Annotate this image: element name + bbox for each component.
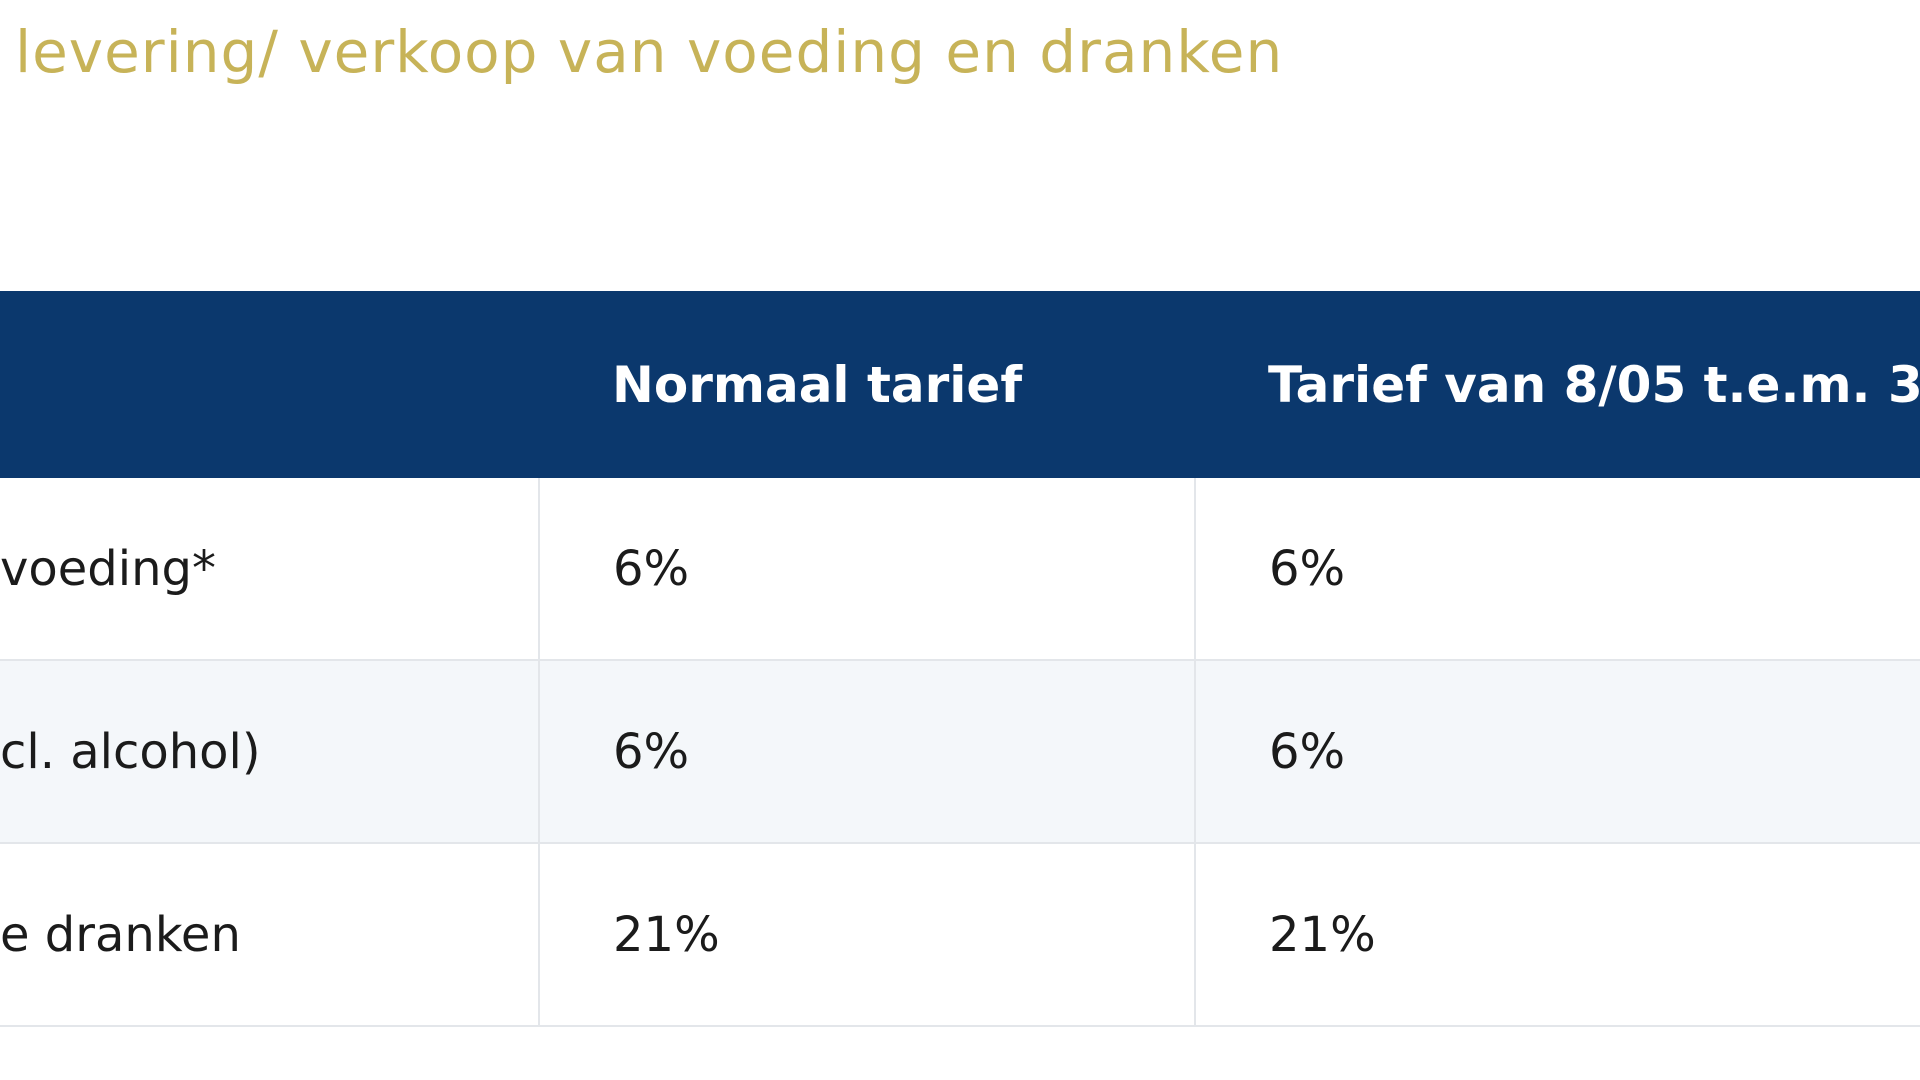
rate-cell: 21% <box>538 843 1195 1027</box>
table-row: e dranken 21% 21% <box>0 843 1920 1027</box>
section-title: levering/ verkoop van voeding en dranken <box>15 18 1284 86</box>
row-label: cl. alcohol) <box>0 660 539 844</box>
rate-cell: 6% <box>538 660 1195 844</box>
header-row: Normaal tarief Tarief van 8/05 t.e.m. 30/ <box>0 291 1920 478</box>
rate-cell: 6% <box>538 478 1195 661</box>
rate-cell: 6% <box>1194 478 1920 661</box>
vat-table: Normaal tarief Tarief van 8/05 t.e.m. 30/… <box>0 291 1920 1027</box>
header-cell: Normaal tarief <box>539 291 1195 478</box>
table-row: voeding* 6% 6% <box>0 478 1920 661</box>
header-cell: Tarief van 8/05 t.e.m. 30/ <box>1195 291 1920 478</box>
rate-cell: 21% <box>1194 843 1920 1027</box>
row-label: e dranken <box>0 843 539 1027</box>
table-row: cl. alcohol) 6% 6% <box>0 660 1920 844</box>
header-cell <box>0 291 539 478</box>
rate-cell: 6% <box>1194 660 1920 844</box>
row-label: voeding* <box>0 478 539 661</box>
